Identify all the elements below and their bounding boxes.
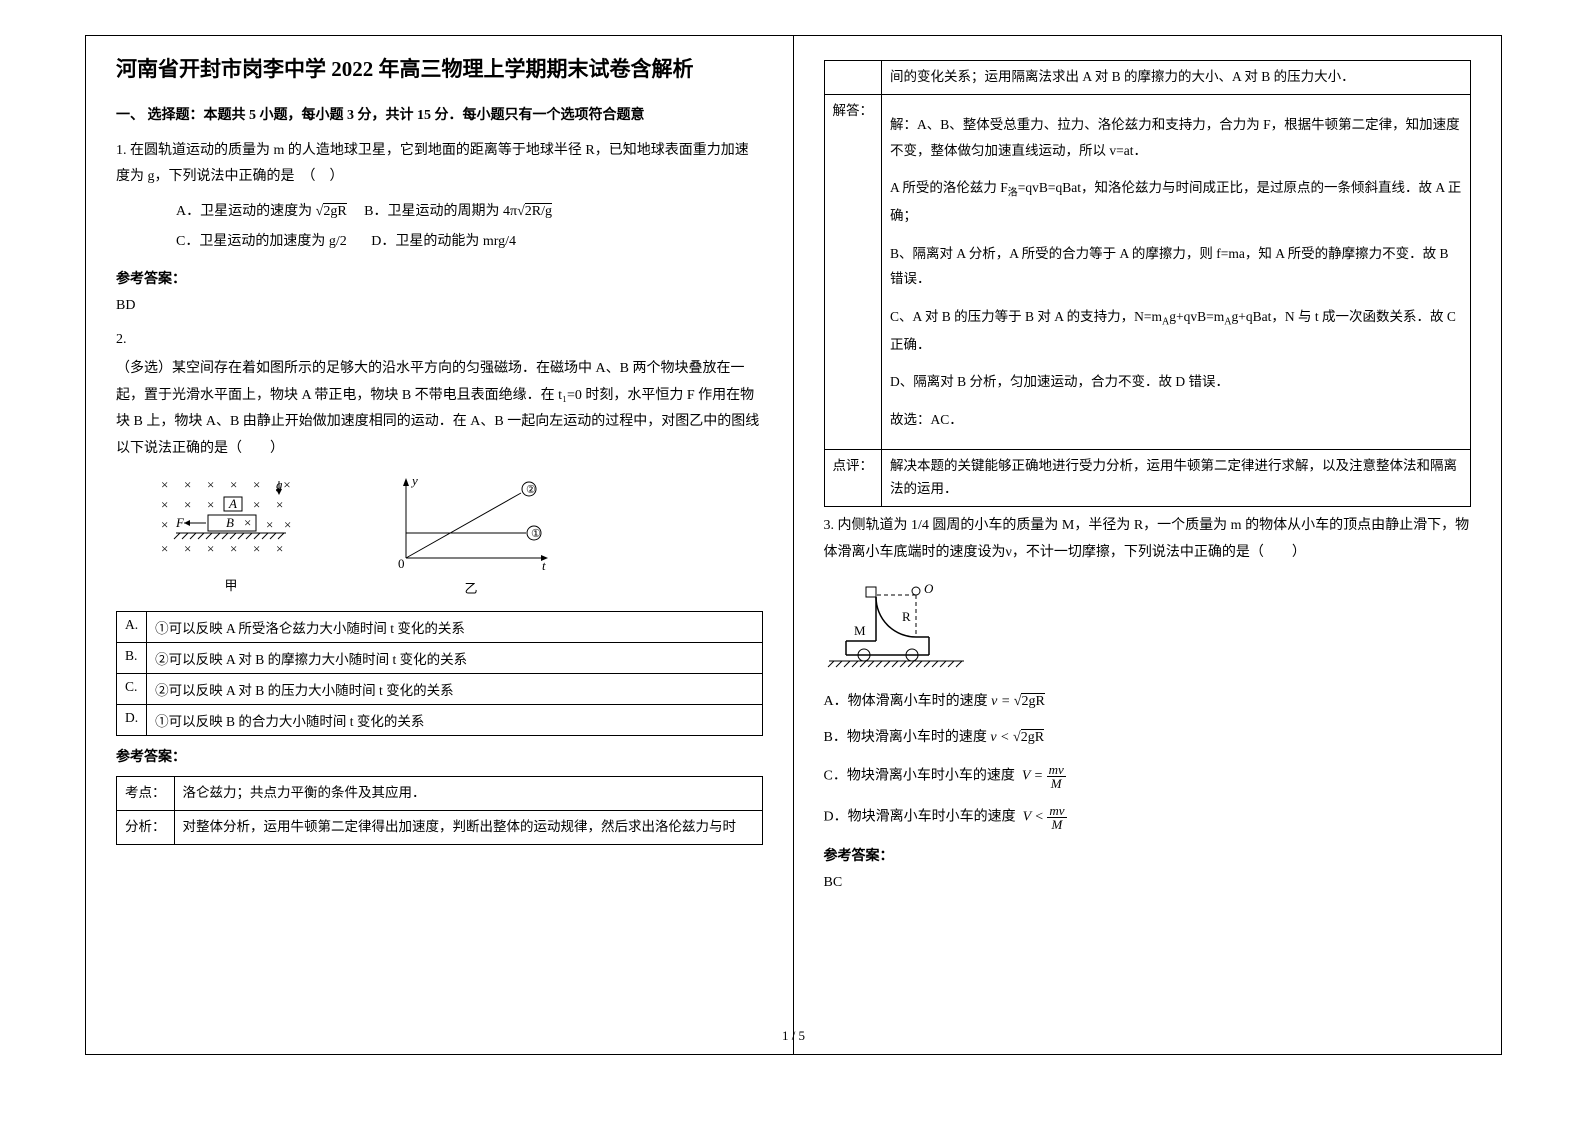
svg-text:R: R	[902, 609, 911, 624]
q2-figure-left: ×××××g× ××× A ×× × F B×	[156, 475, 306, 594]
svg-text:M: M	[854, 623, 866, 638]
svg-text:②: ②	[526, 484, 536, 496]
q1-answer: BD	[116, 298, 763, 314]
solve-p1: 解：A、B、整体受总重力、拉力、洛伦兹力和支持力，合力为 F，根据牛顿第二定律，…	[890, 112, 1462, 163]
svg-text:×: ×	[161, 517, 168, 532]
solve-p6: 故选：AC．	[890, 407, 1462, 433]
solve-body: 解：A、B、整体受总重力、拉力、洛伦兹力和支持力，合力为 F，根据牛顿第二定律，…	[890, 112, 1462, 433]
q3-optC: C．物块滑离小车时小车的速度 V = mνM	[824, 763, 1472, 790]
comment-label: 点评：	[824, 450, 882, 507]
q1-optA: A．卫星运动的速度为	[176, 204, 312, 219]
q2-options-table: A.①可以反映 A 所受洛仑兹力大小随时间 t 变化的关系 B.②可以反映 A …	[116, 611, 763, 736]
q3-optB: B．物块滑离小车时的速度 ν < √2gR	[824, 727, 1472, 749]
svg-text:×: ×	[161, 497, 168, 512]
solve-cont: 间的变化关系；运用隔离法求出 A 对 B 的摩擦力的大小、A 对 B 的压力大小…	[882, 61, 1471, 95]
solve-p5: D、隔离对 B 分析，匀加速运动，合力不变．故 D 错误．	[890, 369, 1462, 395]
svg-text:×: ×	[207, 497, 214, 512]
svg-text:×: ×	[230, 541, 237, 556]
q1-B-math: 4π√2R/g	[500, 203, 553, 219]
q2-optA-text: ①可以反映 A 所受洛仑兹力大小随时间 t 变化的关系	[147, 611, 762, 642]
svg-text:×: ×	[184, 497, 191, 512]
svg-text:×: ×	[253, 497, 260, 512]
svg-text:×: ×	[161, 541, 168, 556]
svg-text:×: ×	[276, 541, 283, 556]
q3-figure: O R M	[824, 577, 1472, 677]
fig-right-label: 乙	[386, 578, 556, 597]
svg-text:×: ×	[184, 541, 191, 556]
q2-optA-key: A.	[117, 611, 147, 642]
svg-text:×: ×	[207, 477, 214, 492]
q2-ans-r2-label: 分析：	[117, 810, 175, 844]
comment-text: 解决本题的关键能够正确地进行受力分析，运用牛顿第二定律进行求解，以及注意整体法和…	[882, 450, 1471, 507]
solve-table: 间的变化关系；运用隔离法求出 A 对 B 的摩擦力的大小、A 对 B 的压力大小…	[824, 60, 1472, 507]
q3-stem: 3. 内侧轨道为 1/4 圆周的小车的质量为 M，半径为 R，一个质量为 m 的…	[824, 513, 1472, 566]
q2-ans-r1-label: 考点：	[117, 776, 175, 810]
fig-left-label: 甲	[156, 575, 306, 594]
q1-optC: C．卫星运动的加速度为 g/2	[176, 234, 347, 249]
svg-text:y: y	[410, 473, 418, 488]
q3-optA: A．物体滑离小车时的速度 ν = √2gR	[824, 691, 1472, 713]
svg-text:×: ×	[284, 517, 291, 532]
svg-text:B: B	[226, 515, 234, 530]
q2-optD-text: ①可以反映 B 的合力大小随时间 t 变化的关系	[147, 704, 762, 735]
svg-text:F: F	[175, 515, 185, 530]
svg-text:t: t	[542, 558, 546, 573]
page-footer: 1 / 5	[86, 1028, 1501, 1044]
svg-text:×: ×	[266, 517, 273, 532]
q1-stem: 1. 在圆轨道运动的质量为 m 的人造地球卫星，它到地面的距离等于地球半径 R，…	[116, 138, 763, 191]
q1-options: A．卫星运动的速度为 √2gR B．卫星运动的周期为 4π√2R/g C．卫星运…	[116, 197, 763, 259]
q1-A-math: √2gR	[312, 203, 347, 219]
q2-answer-label: 参考答案：	[116, 746, 763, 766]
svg-text:A: A	[228, 496, 237, 511]
q1-optD: D．卫星的动能为 mrg/4	[371, 234, 516, 249]
q2-figure-right: y t 0 ② ① 乙	[386, 473, 556, 597]
page-title: 河南省开封市岗李中学 2022 年高三物理上学期期末试卷含解析	[116, 54, 763, 86]
q1-optB: B．卫星运动的周期为	[364, 204, 499, 219]
q2-num: 2.	[116, 332, 763, 348]
q2-optC-key: C.	[117, 673, 147, 704]
svg-text:①: ①	[531, 528, 541, 540]
q2-ans-r1-text: 洛仑兹力；共点力平衡的条件及其应用．	[174, 776, 762, 810]
svg-text:×: ×	[244, 515, 251, 530]
q3-answer-label: 参考答案：	[824, 845, 1472, 865]
q3-answer: BC	[824, 875, 1472, 891]
svg-text:×: ×	[230, 477, 237, 492]
solve-p4: C、A 对 B 的压力等于 B 对 A 的支持力，N=mAg+qvB=mAg+q…	[890, 304, 1462, 357]
solve-p3: B、隔离对 A 分析，A 所受的合力等于 A 的摩擦力，则 f=ma，知 A 所…	[890, 241, 1462, 292]
svg-text:×: ×	[276, 497, 283, 512]
svg-text:×: ×	[253, 541, 260, 556]
solve-label: 解答：	[824, 94, 882, 450]
q2-optC-text: ②可以反映 A 对 B 的压力大小随时间 t 变化的关系	[147, 673, 762, 704]
q3-optD: D．物块滑离小车时小车的速度 V < mνM	[824, 804, 1472, 831]
svg-text:O: O	[924, 581, 934, 596]
q2-optD-key: D.	[117, 704, 147, 735]
solve-p2: A 所受的洛伦兹力 F洛=qvB=qBat，知洛伦兹力与时间成正比，是过原点的一…	[890, 175, 1462, 228]
q2-answer-table: 考点：洛仑兹力；共点力平衡的条件及其应用． 分析：对整体分析，运用牛顿第二定律得…	[116, 776, 763, 845]
q2-optB-text: ②可以反映 A 对 B 的摩擦力大小随时间 t 变化的关系	[147, 642, 762, 673]
section-heading: 一、 选择题：本题共 5 小题，每小题 3 分，共计 15 分．每小题只有一个选…	[116, 104, 763, 124]
q1-answer-label: 参考答案：	[116, 268, 763, 288]
q2-optB-key: B.	[117, 642, 147, 673]
svg-text:×: ×	[161, 477, 168, 492]
q2-ans-r2-text: 对整体分析，运用牛顿第二定律得出加速度，判断出整体的运动规律，然后求出洛伦兹力与…	[174, 810, 762, 844]
svg-text:×: ×	[253, 477, 260, 492]
svg-text:0: 0	[398, 556, 405, 571]
q2-stem: （多选）某空间存在着如图所示的足够大的沿水平方向的匀强磁场．在磁场中 A、B 两…	[116, 356, 763, 462]
svg-text:×: ×	[184, 477, 191, 492]
svg-text:×: ×	[207, 541, 214, 556]
